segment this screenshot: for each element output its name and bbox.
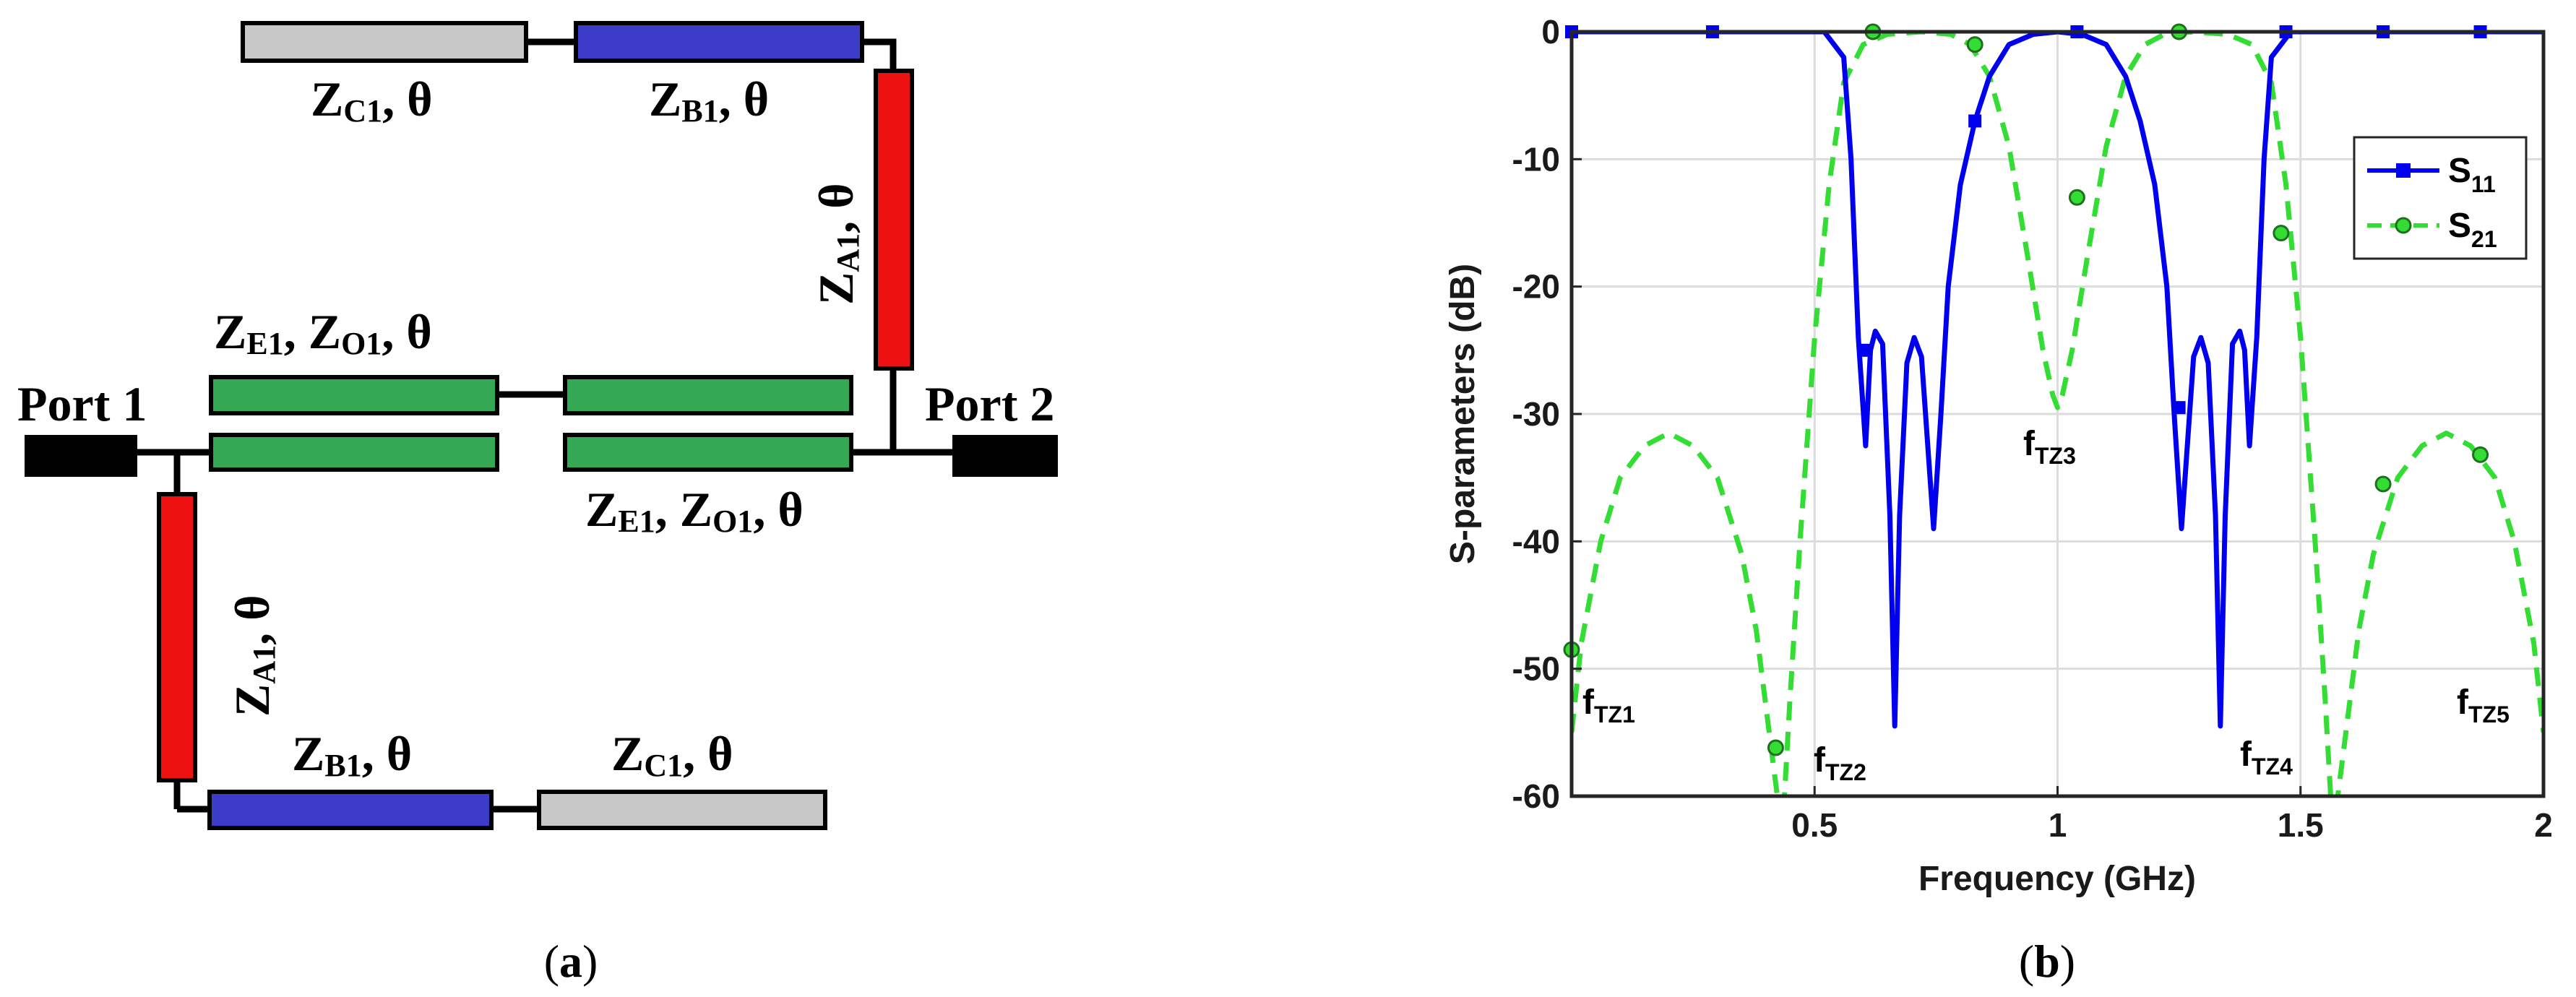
legend-box: [2353, 136, 2528, 260]
data-point-s21: [2472, 446, 2489, 463]
zb1-top-label: ZB1, θ: [649, 72, 769, 129]
series-line-s21: [1572, 32, 2543, 796]
y-axis-title: S-parameters (dB): [1444, 264, 1482, 564]
coupled-line-lower-right: [563, 433, 853, 472]
x-tick-label: 0.5: [1791, 806, 1838, 844]
series-line-s11: [1572, 32, 2543, 729]
s-parameter-chart: 0 -10 -20 -30 -40 -50 -60 0.5 1 1.5 2 Frequency (G…: [1444, 13, 2553, 987]
s11-series: [1565, 25, 2543, 729]
zb1-bottom-label: ZB1, θ: [292, 726, 412, 783]
y-tick-label: -50: [1512, 650, 1560, 688]
x-tick-label: 2: [2534, 806, 2553, 844]
legend-s21-marker: [2395, 217, 2412, 234]
y-tick-label: -30: [1512, 395, 1560, 433]
legend-s21-label: S21: [2448, 207, 2497, 252]
ftz1-annotation: fTZ1: [1582, 683, 1635, 728]
zc1-bottom-line: [537, 790, 827, 830]
coupled-lower-label: ZE1, ZO1, θ: [585, 482, 804, 539]
za1-left-label: ZA1, θ: [225, 595, 282, 717]
za1-right-line: [874, 69, 914, 371]
y-tick-label: 0: [1541, 13, 1560, 51]
caption-a: (a): [544, 936, 598, 987]
y-tick-label: -40: [1512, 522, 1560, 560]
zc1-bottom-label: ZC1, θ: [611, 726, 733, 783]
data-point-s21: [1966, 36, 1983, 53]
y-tick-label: -10: [1512, 140, 1560, 178]
x-tick-label: 1: [2049, 806, 2067, 844]
port1-block: [25, 435, 137, 477]
za1-right-label: ZA1, θ: [809, 183, 866, 305]
data-point-s21: [1767, 739, 1784, 756]
data-point-s21: [2273, 225, 2290, 242]
port2-label: Port 2: [925, 376, 1054, 431]
data-point-s11: [1858, 343, 1872, 357]
port1-label: Port 1: [17, 376, 147, 431]
axis-ticks: 0 -10 -20 -30 -40 -50 -60 0.5 1 1.5 2: [1512, 13, 2553, 844]
x-axis-title: Frequency (GHz): [1918, 860, 2196, 898]
ftz2-annotation: fTZ2: [1814, 741, 1866, 785]
chart-legend: S11 S21: [2353, 136, 2528, 260]
coupled-line-upper-right: [563, 375, 853, 415]
zc1-top-line: [241, 21, 528, 63]
ftz4-annotation: fTZ4: [2240, 735, 2293, 780]
data-point-s21: [2068, 189, 2085, 206]
legend-s11-label: S11: [2448, 152, 2496, 197]
za1-left-line: [157, 492, 197, 782]
ftz5-annotation: fTZ5: [2457, 683, 2510, 728]
ftz3-annotation: fTZ3: [2023, 425, 2076, 469]
data-point-s11: [1968, 114, 1982, 128]
zb1-top-line: [574, 21, 864, 63]
caption-b: (b): [2019, 936, 2075, 987]
coupled-line-upper-left: [209, 375, 499, 415]
legend-s11-marker: [2396, 163, 2411, 178]
port2-block: [952, 435, 1058, 477]
y-tick-label: -60: [1512, 777, 1560, 815]
s21-series: [1563, 23, 2543, 796]
x-tick-label: 1.5: [2278, 806, 2324, 844]
zb1-bottom-line: [207, 790, 494, 830]
coupled-line-lower-left: [209, 433, 499, 472]
data-point-s11: [2172, 401, 2186, 415]
coupled-upper-label: ZE1, ZO1, θ: [214, 304, 432, 361]
y-tick-label: -20: [1512, 268, 1560, 306]
circuit-schematic: Port 1 Port 2 ZC1, θ ZB1, θ ZA1, θ ZE1, …: [17, 21, 1058, 987]
data-point-s21: [2374, 475, 2392, 493]
zc1-top-label: ZC1, θ: [311, 72, 433, 129]
